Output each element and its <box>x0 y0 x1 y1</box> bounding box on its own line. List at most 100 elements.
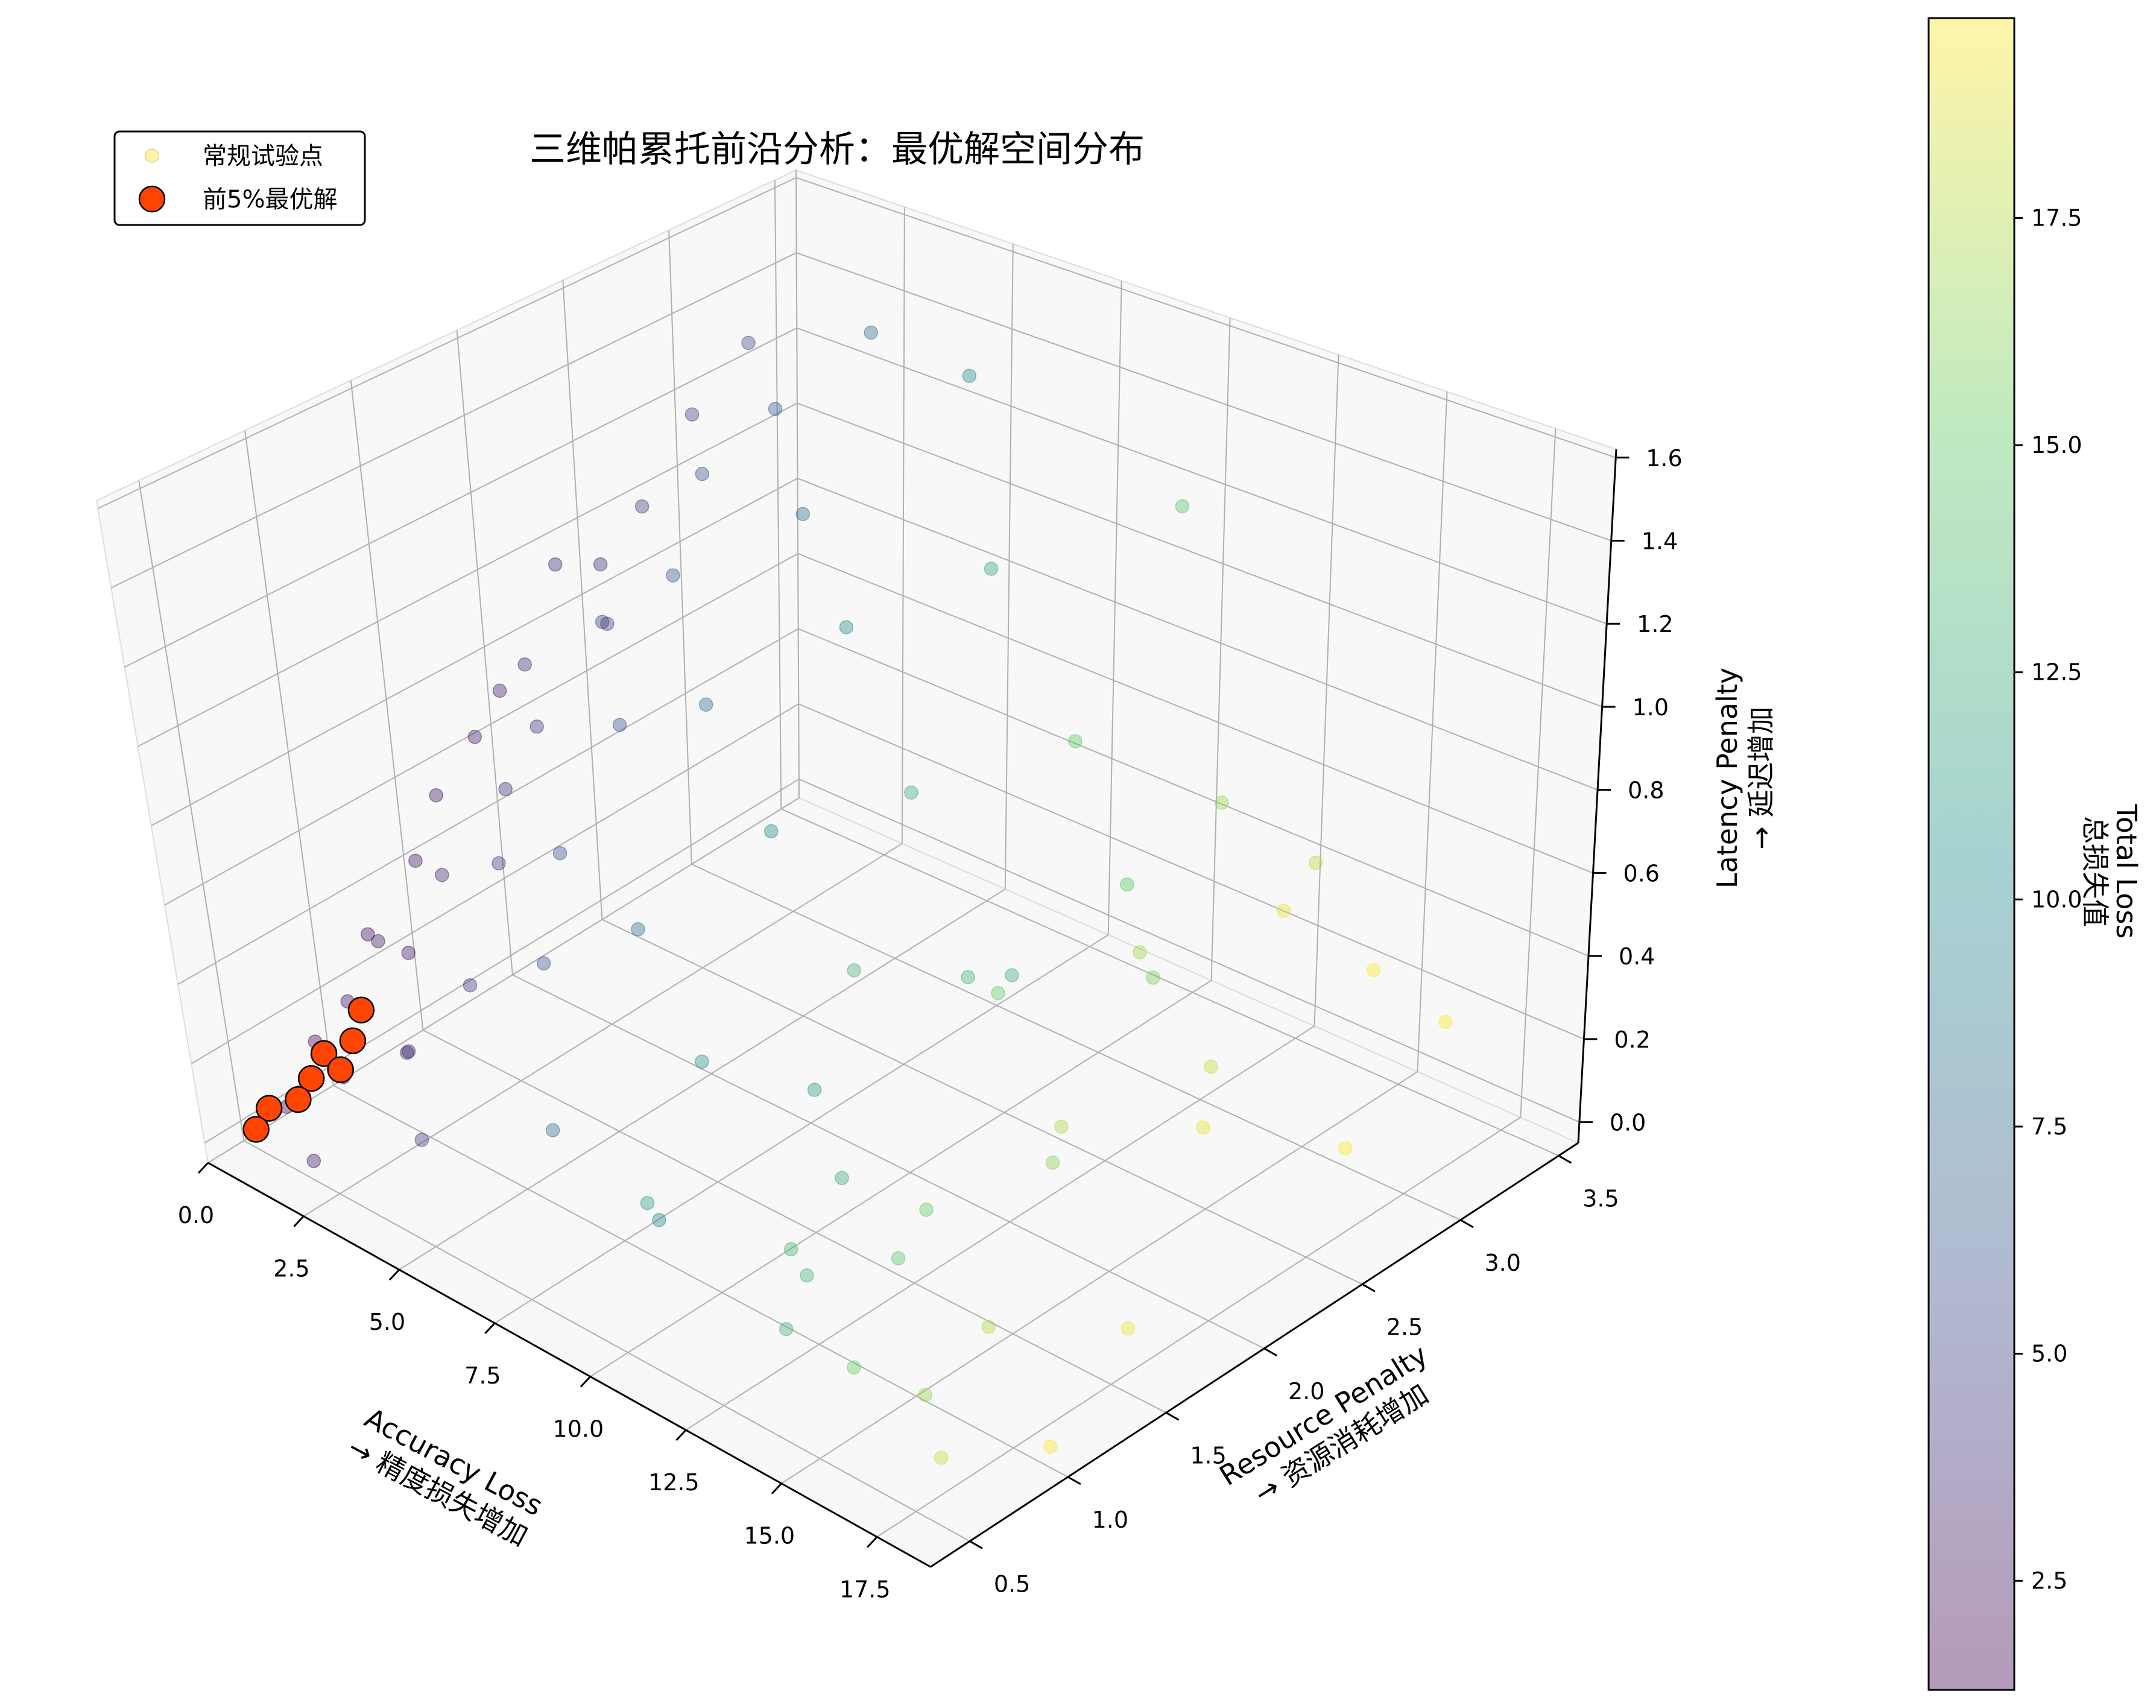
scatter-point-regular <box>408 853 423 868</box>
scatter-point-regular <box>684 407 700 422</box>
scatter-point-regular <box>1338 1141 1353 1156</box>
scatter-point-regular <box>492 856 506 871</box>
gridline-x-floor <box>685 1025 1315 1431</box>
scatter-point-regular <box>612 718 627 732</box>
scatter-point-regular <box>847 1360 861 1375</box>
scatter-point-regular <box>634 499 650 514</box>
scatter-point-regular <box>361 927 375 941</box>
scatter-point-regular <box>695 467 710 481</box>
colorbar-label-line2: 总损失值 <box>2079 816 2111 927</box>
scatter-point-optimal <box>297 1064 325 1092</box>
y-tick-mark <box>1263 1347 1278 1357</box>
z-tick-label: 0.0 <box>1610 1110 1646 1136</box>
gridline-y-left <box>456 330 513 975</box>
gridline-z-back <box>797 552 1593 874</box>
x-tick-label: 5.0 <box>369 1309 405 1335</box>
x-tick-label: 17.5 <box>839 1576 891 1602</box>
scatter-point-regular <box>763 824 779 839</box>
gridline-z-left <box>124 327 797 668</box>
z-axis-line <box>1577 449 1617 1143</box>
scatter-point-regular <box>783 1242 798 1257</box>
axes-ticks: 0.0 2.5 5.0 7.5 10.0 12.5 15.0 17.5 0.5 1.0 1.5 2.0… <box>178 445 1683 1603</box>
axes-gridlines <box>97 169 1616 1542</box>
x-tick-mark <box>675 1429 687 1441</box>
scatter-point-regular <box>429 788 443 803</box>
axes-lines <box>207 449 1617 1568</box>
scatter-point-regular <box>1175 499 1190 514</box>
scatter-point-regular <box>1054 1119 1069 1134</box>
scatter-point-regular <box>1146 970 1160 985</box>
scatter-point-regular <box>530 720 544 734</box>
gridline-z-back <box>797 478 1598 791</box>
scatter-point-regular <box>400 1045 414 1060</box>
scatter-point-regular <box>864 325 878 340</box>
scatter-point-regular <box>600 616 615 631</box>
gridline-x-floor <box>494 934 1109 1324</box>
colorbar-tick-label: 15.0 <box>2031 432 2082 458</box>
colorbar-ticks: 2.5 5.0 7.5 10.0 12.5 15.0 17.5 <box>2014 204 2082 1594</box>
scatter-point-regular <box>1121 1321 1136 1336</box>
z-tick-label: 1.6 <box>1646 445 1682 472</box>
colorbar-tick-label: 17.5 <box>2031 204 2082 231</box>
gridline-x-back <box>1417 391 1448 1072</box>
scatter-point-regular <box>800 1268 814 1283</box>
gridline-z-back <box>796 327 1607 625</box>
x-tick-label: 12.5 <box>648 1469 700 1496</box>
scatter-point-regular <box>1196 1120 1210 1135</box>
scatter-point-regular <box>1204 1059 1218 1074</box>
x-tick-label: 15.0 <box>744 1523 795 1549</box>
y-tick-mark <box>1558 1155 1572 1164</box>
scatter-point-regular <box>552 846 567 861</box>
z-axis-label-line2: → 延迟增加 <box>1745 706 1777 849</box>
gridline-y-left <box>562 280 603 920</box>
scatter-point-optimal <box>255 1095 283 1122</box>
gridline-z-back <box>797 402 1602 707</box>
gridline-z-back <box>796 252 1612 542</box>
x-tick-mark <box>867 1536 878 1548</box>
scatter-point-regular <box>631 922 645 937</box>
scatter-point-regular <box>807 1083 822 1097</box>
gridline-x-back <box>1107 280 1122 935</box>
scatter-point-regular <box>1438 1014 1453 1030</box>
gridline-x-back <box>1314 355 1339 1026</box>
y-axis-label: Resource Penalty → 资源消耗增加 <box>1214 1338 1435 1510</box>
scatter-point-regular <box>918 1388 932 1402</box>
gridline-y-left <box>138 480 245 1141</box>
scatter-point-regular <box>463 978 478 993</box>
scatter-point-regular <box>1045 1156 1060 1170</box>
gridline-x-back <box>1520 428 1557 1118</box>
scatter-point-regular <box>652 1213 666 1227</box>
colorbar-tick-label: 7.5 <box>2031 1113 2067 1140</box>
y-tick-label: 2.5 <box>1386 1314 1423 1340</box>
legend-label-optimal: 前5%最优解 <box>203 186 337 214</box>
legend: 常规试验点 前5%最优解 <box>113 130 366 226</box>
legend-label-regular: 常规试验点 <box>203 142 323 170</box>
legend-marker-regular <box>145 148 159 163</box>
colorbar-tick-label: 2.5 <box>2031 1567 2067 1594</box>
scatter-point-regular <box>1308 855 1323 870</box>
z-axis-label: Latency Penalty → 延迟增加 <box>1711 668 1777 888</box>
scatter-point-regular <box>435 867 449 882</box>
y-tick-mark <box>1165 1412 1180 1421</box>
x-tick-mark <box>197 1162 209 1174</box>
y-tick-label: 0.5 <box>994 1570 1030 1597</box>
chart-title: 三维帕累托前沿分析：最优解空间分布 <box>530 128 1145 171</box>
gridline-x-floor <box>399 888 1006 1271</box>
colorbar-tick-label: 12.5 <box>2031 659 2082 686</box>
z-tick-label: 1.2 <box>1637 611 1673 637</box>
x-axis-line <box>207 1162 931 1568</box>
gridline-y-floor <box>512 974 1265 1349</box>
y-tick-label: 1.0 <box>1092 1507 1128 1533</box>
scatter-point-optimal <box>285 1086 312 1113</box>
scatter-point-regular <box>741 335 756 350</box>
scatter-point-regular <box>981 1320 996 1334</box>
scatter-point-regular <box>1068 734 1083 748</box>
gridline-y-floor <box>780 808 1559 1157</box>
scatter-point-regular <box>1120 877 1134 892</box>
z-tick-label: 0.4 <box>1619 943 1655 970</box>
gridline-z-left <box>191 703 799 1064</box>
gridline-x-floor <box>590 979 1212 1377</box>
z-tick-label: 1.4 <box>1642 528 1678 554</box>
scatter-points <box>242 325 1453 1465</box>
scatter-point-regular <box>891 1251 906 1266</box>
